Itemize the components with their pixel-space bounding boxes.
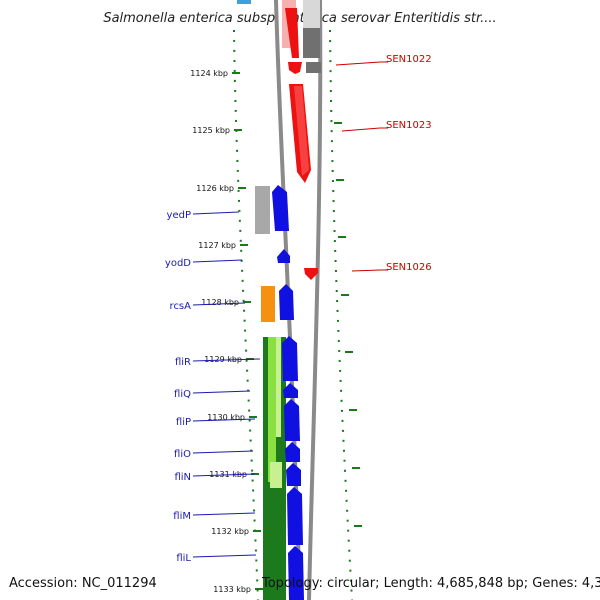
gene-grey-light[interactable] [303,0,320,28]
gene-sen1022-small[interactable] [288,62,302,74]
gene-leader-line [192,358,261,362]
gene-yodD[interactable] [277,249,290,263]
gene-label-fliR[interactable]: fliR [175,357,191,368]
gene-fliN[interactable] [286,463,301,486]
kbp-tick-label: 1126 kbp [196,184,234,193]
gene-leader-line [192,390,251,394]
gene-fliO[interactable] [285,442,300,462]
gene-label-SEN1023[interactable]: SEN1023 [386,120,432,131]
kbp-tick-label: 1133 kbp [213,585,251,594]
gene-label-yodD[interactable]: yodD [165,258,191,269]
gene-leader-line [192,259,243,263]
topology-text: Topology: circular; Length: 4,685,848 bp… [261,576,600,591]
kbp-tick-label: 1130 kbp [207,413,245,422]
operon-light-green-3 [270,462,282,488]
gene-leader-line [192,554,257,558]
gene-grey-dark[interactable] [303,28,320,58]
top-gene-fragment[interactable] [237,0,251,4]
gene-leader-line [335,61,381,66]
gene-leader-line [192,512,256,516]
right-dotted-arc [329,29,353,600]
gene-leader-line [351,269,381,272]
gene-label-fliM[interactable]: fliM [173,511,191,522]
gene-rcsA[interactable] [279,284,294,320]
gene-rcsA-orange[interactable] [261,286,275,322]
kbp-tick-label: 1127 kbp [198,241,236,250]
gene-yedP[interactable] [272,185,289,231]
gene-label-fliP[interactable]: fliP [176,417,191,428]
gene-label-fliO[interactable]: fliO [174,449,191,460]
gene-leader-line [192,418,256,422]
gene-sen1026[interactable] [304,268,318,280]
gene-label-rcsA[interactable]: rcsA [170,301,192,312]
gene-grey-dark-small[interactable] [306,62,321,73]
gene-fliP[interactable] [284,399,300,441]
gene-leader-line [192,211,240,215]
gene-label-fliL[interactable]: fliL [176,553,191,564]
gene-leader-line [192,473,256,477]
map-title: Salmonella enterica subsp. enterica sero… [103,11,496,26]
gene-label-fliQ[interactable]: fliQ [174,389,191,400]
backbone-inner [307,0,323,600]
gene-fliL[interactable] [288,546,304,600]
kbp-tick-label: 1132 kbp [211,527,249,536]
gene-labels: yedP yodD rcsA fliR fliQ fliP fliO fliN fliM fliL… [165,54,432,564]
kbp-tick-label: 1125 kbp [192,126,230,135]
kbp-tick-label: 1129 kbp [204,355,242,364]
gene-leader-line [192,302,246,306]
operon-light-green-2 [276,337,281,437]
minor-ticks [334,122,362,527]
gene-fliR[interactable] [282,336,298,381]
operon-light-green-1 [268,337,276,482]
gene-sen1022[interactable] [285,8,299,58]
gene-label-SEN1022[interactable]: SEN1022 [386,54,432,65]
gene-leader-line [192,450,254,454]
accession-text: Accession: NC_011294 [9,576,157,591]
gene-yedP-grey[interactable] [255,186,270,234]
gene-leader-line [341,127,381,132]
gene-fliM[interactable] [287,487,303,545]
gene-label-yedP[interactable]: yedP [167,210,191,221]
gene-fliQ[interactable] [283,383,298,398]
kbp-ruler: 1124 kbp 1125 kbp 1126 kbp 1127 kbp 1128 kbp… [190,69,263,594]
gene-label-SEN1026[interactable]: SEN1026 [386,262,432,273]
kbp-tick-label: 1128 kbp [201,298,239,307]
gene-label-fliN[interactable]: fliN [174,472,191,483]
gene-sen1023-highlight [294,86,309,176]
kbp-tick-label: 1124 kbp [190,69,228,78]
left-dotted-arc [233,29,259,600]
